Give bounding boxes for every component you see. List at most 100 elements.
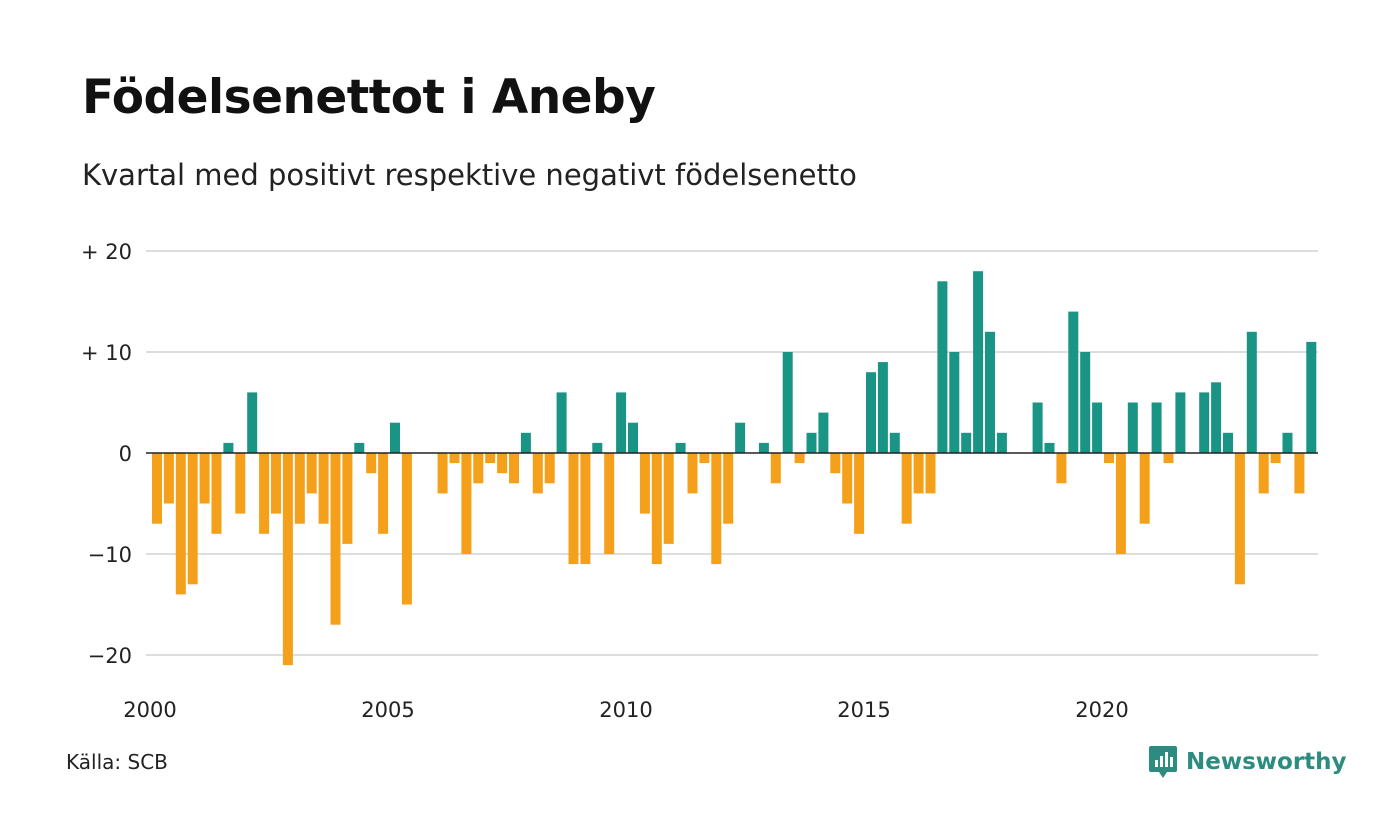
bar-2022-q4 [1234, 453, 1245, 585]
x-tick-label: 2000 [123, 698, 176, 722]
bar-2013-q1 [770, 453, 781, 484]
bar-2008-q3 [556, 392, 567, 453]
bar-2007-q1 [485, 453, 496, 464]
bar-2010-q1 [628, 422, 638, 453]
bar-2004-q2 [354, 442, 365, 453]
bar-2017-q4 [996, 432, 1007, 453]
bar-2023-q4 [1282, 432, 1293, 453]
bar-2011-q2 [687, 453, 698, 494]
bar-2021-q2 [1163, 453, 1174, 464]
bar-2016-q2 [925, 453, 936, 494]
bar-2015-q1 [866, 372, 876, 453]
bar-2009-q3 [604, 453, 615, 554]
bar-2002-q1 [247, 392, 258, 453]
y-tick-label: −20 [88, 644, 132, 668]
bar-2004-q1 [342, 453, 353, 544]
y-axis-ticks: + 20 + 10 0 −10 −20 [81, 240, 132, 668]
chart-subtitle: Kvartal med positivt respektive negativt… [82, 158, 857, 192]
bar-2020-q1 [1104, 453, 1114, 464]
source-value: SCB [127, 750, 168, 774]
brand-logo: Newsworthy [1148, 742, 1347, 782]
x-tick-label: 2005 [361, 698, 414, 722]
bar-2003-q2 [306, 453, 317, 494]
bar-2006-q2 [449, 453, 460, 464]
bar-2011-q1 [675, 442, 686, 453]
bar-2013-q4 [806, 432, 817, 453]
bar-2003-q1 [294, 453, 305, 524]
bar-2002-q4 [282, 453, 293, 666]
bar-2012-q2 [735, 422, 746, 453]
bar-2021-q1 [1151, 402, 1162, 453]
bar-2002-q2 [259, 453, 270, 534]
bar-2014-q3 [842, 453, 853, 504]
bar-2002-q3 [271, 453, 281, 514]
bar-2006-q1 [437, 453, 448, 494]
bar-2015-q3 [889, 432, 900, 453]
bar-2012-q4 [758, 442, 769, 453]
x-tick-label: 2015 [837, 698, 890, 722]
bar-2023-q1 [1246, 331, 1257, 453]
bar-2015-q4 [901, 453, 912, 524]
brand-name: Newsworthy [1186, 749, 1347, 775]
bar-2019-q2 [1068, 311, 1079, 453]
bar-2005-q1 [390, 422, 400, 453]
bar-2003-q3 [318, 453, 329, 524]
bar-2023-q3 [1270, 453, 1281, 464]
bar-2022-q1 [1199, 392, 1210, 453]
bar-2009-q4 [616, 392, 627, 453]
bar-2019-q4 [1092, 402, 1103, 453]
bar-2007-q4 [520, 432, 531, 453]
bar-2000-q2 [163, 453, 174, 504]
bar-2017-q3 [985, 331, 995, 453]
bar-2004-q3 [366, 453, 377, 474]
y-tick-label: + 20 [81, 240, 132, 264]
bar-2020-q2 [1115, 453, 1126, 554]
y-tick-label: −10 [88, 543, 132, 567]
bar-2012-q1 [723, 453, 734, 524]
bar-2014-q1 [818, 412, 829, 453]
bar-2015-q2 [877, 362, 888, 453]
bar-2016-q4 [949, 352, 960, 453]
bar-2017-q2 [973, 271, 984, 453]
chart-title: Födelsenettot i Aneby [82, 70, 656, 125]
bar-2024-q2 [1306, 341, 1317, 453]
bar-2004-q4 [378, 453, 389, 534]
source-label: Källa: [66, 750, 122, 774]
bar-2022-q3 [1223, 432, 1233, 453]
bar-2006-q4 [473, 453, 484, 484]
x-axis-ticks: 2000 2005 2010 2015 2020 [123, 698, 1128, 722]
source-note: Källa: SCB [66, 750, 168, 774]
bar-2014-q4 [854, 453, 865, 534]
bar-2016-q1 [913, 453, 924, 494]
bar-2001-q1 [199, 453, 210, 504]
bar-2008-q1 [532, 453, 543, 494]
bar-2008-q2 [544, 453, 555, 484]
bar-2006-q3 [461, 453, 472, 554]
bars [152, 271, 1317, 666]
bar-2010-q3 [651, 453, 662, 565]
bar-2020-q3 [1127, 402, 1138, 453]
x-tick-label: 2020 [1075, 698, 1128, 722]
bar-2007-q2 [497, 453, 508, 474]
bar-2005-q2 [401, 453, 412, 605]
bar-2014-q2 [830, 453, 841, 474]
y-tick-label: + 10 [81, 341, 132, 365]
bar-2011-q4 [711, 453, 722, 565]
bar-2018-q3 [1032, 402, 1043, 453]
newsworthy-logo-icon [1149, 746, 1177, 778]
bar-2000-q4 [187, 453, 198, 585]
bar-2011-q3 [699, 453, 710, 464]
bar-2019-q1 [1056, 453, 1067, 484]
bar-2017-q1 [961, 432, 972, 453]
bar-2019-q3 [1080, 352, 1091, 453]
bar-2001-q3 [223, 442, 234, 453]
bar-2009-q2 [592, 442, 603, 453]
bar-2007-q3 [509, 453, 519, 484]
bar-2001-q4 [235, 453, 246, 514]
bar-2016-q3 [937, 281, 948, 453]
bar-2023-q2 [1258, 453, 1269, 494]
bar-2013-q2 [782, 352, 793, 453]
bar-2000-q1 [152, 453, 162, 524]
bar-2024-q1 [1294, 453, 1305, 494]
